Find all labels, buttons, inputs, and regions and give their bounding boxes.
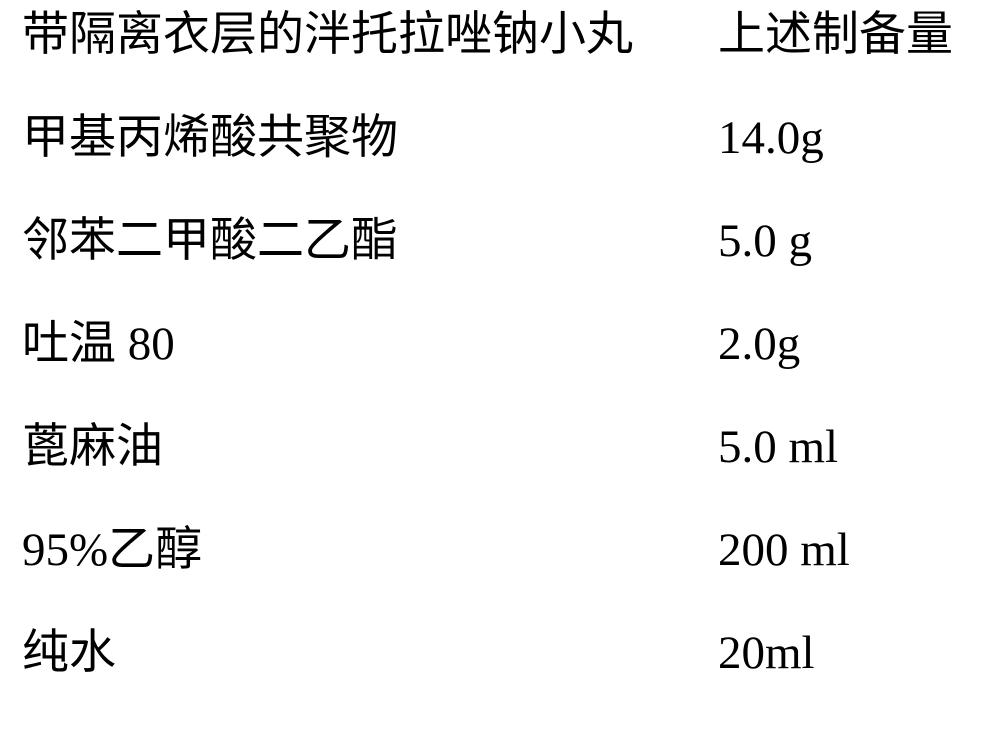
ingredient-value: 上述制备量 [718,12,978,59]
table-row: 蓖麻油 5.0 ml [22,424,978,471]
ingredient-label: 蓖麻油 [22,424,163,471]
ingredient-value: 20ml [718,630,978,677]
table-row: 带隔离衣层的泮托拉唑钠小丸 上述制备量 [22,12,978,59]
ingredient-value: 5.0 g [718,218,978,265]
table-row: 吐温 80 2.0g [22,321,978,368]
ingredient-value: 200 ml [718,527,978,574]
ingredient-label: 甲基丙烯酸共聚物 [22,115,398,162]
ingredient-label: 95%乙醇 [22,527,202,574]
ingredient-value: 5.0 ml [718,424,978,471]
table-row: 纯水 20ml [22,630,978,677]
ingredient-label: 邻苯二甲酸二乙酯 [22,218,398,265]
table-row: 甲基丙烯酸共聚物 14.0g [22,115,978,162]
ingredient-label: 吐温 80 [22,321,175,368]
ingredient-label: 带隔离衣层的泮托拉唑钠小丸 [22,12,633,59]
table-row: 95%乙醇 200 ml [22,527,978,574]
formulation-table: 带隔离衣层的泮托拉唑钠小丸 上述制备量 甲基丙烯酸共聚物 14.0g 邻苯二甲酸… [0,0,1000,749]
ingredient-label: 纯水 [22,630,116,677]
ingredient-value: 2.0g [718,321,978,368]
table-row: 邻苯二甲酸二乙酯 5.0 g [22,218,978,265]
ingredient-value: 14.0g [718,115,978,162]
